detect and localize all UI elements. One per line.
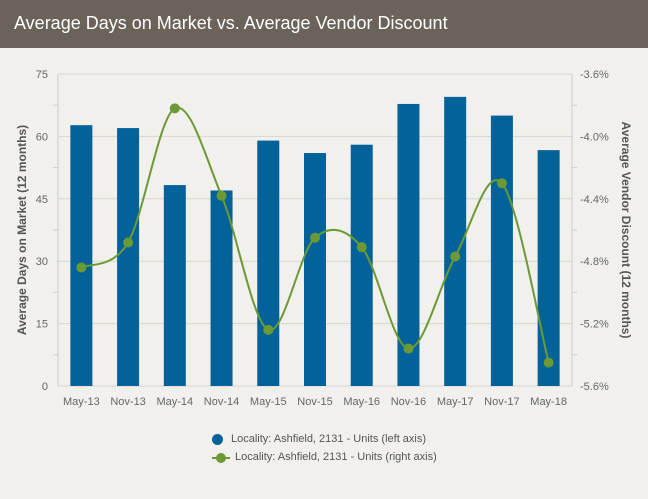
line-point <box>543 357 554 368</box>
bar <box>537 150 560 386</box>
legend-label: Locality: Ashfield, 2131 - Units (left a… <box>231 433 427 445</box>
line-point <box>403 343 414 354</box>
y2-tick-label: -5.6% <box>580 381 609 393</box>
bar <box>490 115 513 386</box>
y-tick-label: 15 <box>36 319 48 331</box>
bar <box>163 185 186 386</box>
y2-tick-label: -4.0% <box>580 131 609 143</box>
x-tick-label: Nov-14 <box>204 396 239 408</box>
bar <box>444 96 467 386</box>
legend-item-line[interactable]: Locality: Ashfield, 2131 - Units (right … <box>212 448 437 466</box>
bar <box>70 125 93 386</box>
x-tick-label: May-13 <box>63 396 100 408</box>
y-tick-label: 60 <box>36 131 48 143</box>
line-point <box>123 237 134 248</box>
legend-line-marker-icon <box>212 452 230 463</box>
line-point <box>216 190 227 201</box>
bar <box>210 190 233 386</box>
legend-item-bars[interactable]: Locality: Ashfield, 2131 - Units (left a… <box>212 430 437 448</box>
chart-title: Average Days on Market vs. Average Vendo… <box>14 13 448 33</box>
y2-tick-label: -3.6% <box>580 69 609 81</box>
bar <box>350 144 373 386</box>
y2-axis-title: Average Vendor Discount (12 months) <box>619 122 633 339</box>
line-point <box>356 242 367 253</box>
line-point <box>310 232 320 243</box>
x-tick-label: May-17 <box>437 396 474 408</box>
x-tick-label: May-16 <box>343 396 380 408</box>
bar <box>257 140 280 386</box>
line-point <box>496 178 507 189</box>
line-point <box>169 103 180 114</box>
x-tick-label: May-15 <box>250 396 287 408</box>
bar <box>304 153 326 386</box>
y-tick-label: 75 <box>36 69 48 81</box>
legend-bar-marker-icon <box>212 433 223 445</box>
line-point <box>450 251 461 262</box>
x-tick-label: Nov-15 <box>297 396 332 408</box>
legend-label: Locality: Ashfield, 2131 - Units (right … <box>235 451 437 463</box>
x-tick-label: May-14 <box>156 396 193 408</box>
line-point <box>76 262 87 273</box>
x-tick-label: Nov-16 <box>391 396 426 408</box>
title-bar: Average Days on Market vs. Average Vendo… <box>0 0 648 48</box>
y2-tick-label: -4.4% <box>580 194 609 206</box>
y-tick-label: 0 <box>42 381 48 393</box>
y-tick-label: 30 <box>36 256 48 268</box>
line-point <box>263 324 274 335</box>
x-tick-label: Nov-13 <box>110 396 145 408</box>
y-axis-title: Average Days on Market (12 months) <box>15 125 29 335</box>
legend: Locality: Ashfield, 2131 - Units (left a… <box>212 430 437 466</box>
x-tick-label: May-18 <box>530 396 567 408</box>
y2-tick-label: -5.2% <box>580 319 609 331</box>
y-tick-label: 45 <box>36 194 48 206</box>
x-tick-label: Nov-17 <box>484 396 519 408</box>
y2-tick-label: -4.8% <box>580 256 609 268</box>
bar <box>117 128 140 386</box>
bar <box>397 103 420 387</box>
